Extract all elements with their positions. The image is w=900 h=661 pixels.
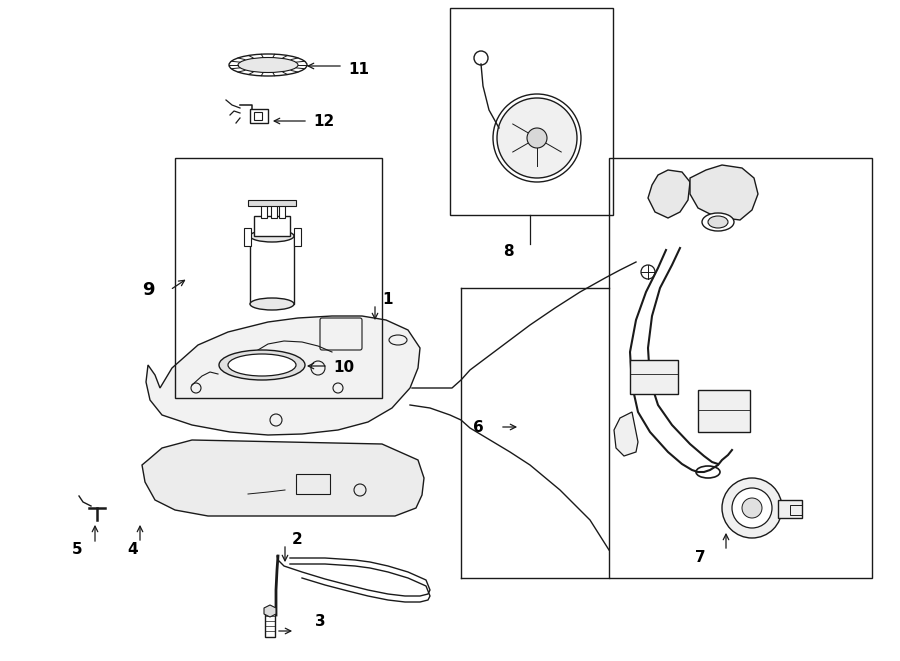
Text: 10: 10 [333,360,354,375]
Bar [630,360,678,394]
Text: 5: 5 [72,541,82,557]
Bar [175,158,382,398]
Bar [271,204,277,218]
Bar [254,216,290,236]
Polygon shape [142,440,424,516]
Bar [265,609,275,637]
Bar [450,8,613,215]
Text: 6: 6 [472,420,483,434]
Ellipse shape [219,350,305,380]
Ellipse shape [708,216,728,228]
Text: 8: 8 [503,245,513,260]
Bar [244,228,251,246]
Bar [250,236,294,304]
Text: 7: 7 [695,549,706,564]
Polygon shape [146,316,420,435]
Bar [790,505,802,515]
Polygon shape [648,170,690,218]
Text: 12: 12 [313,114,334,128]
Polygon shape [614,412,638,456]
Circle shape [641,265,655,279]
Ellipse shape [702,213,734,231]
Circle shape [722,478,782,538]
Ellipse shape [250,230,294,242]
Circle shape [742,498,762,518]
Bar [248,200,296,206]
Bar [609,158,872,578]
Text: 1: 1 [382,292,392,307]
Ellipse shape [250,298,294,310]
Text: 11: 11 [348,63,369,77]
Bar [261,204,267,218]
Circle shape [732,488,772,528]
Polygon shape [264,605,276,617]
Bar [296,474,330,494]
Bar [294,228,301,246]
Ellipse shape [229,54,307,76]
Text: 4: 4 [128,541,139,557]
Text: 9: 9 [142,281,154,299]
Ellipse shape [228,354,296,376]
Polygon shape [690,165,758,220]
Bar [698,390,750,432]
Ellipse shape [238,58,298,73]
Text: 3: 3 [315,615,326,629]
Circle shape [527,128,547,148]
Bar [250,109,268,123]
Bar [254,112,262,120]
Text: 2: 2 [292,531,302,547]
Bar [279,204,285,218]
Bar [778,500,802,518]
Circle shape [497,98,577,178]
